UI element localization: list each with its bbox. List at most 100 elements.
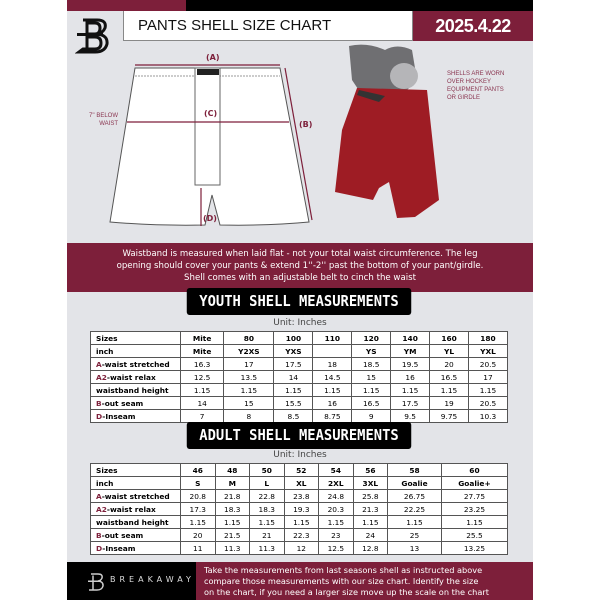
measurement-instructions: Waistband is measured when laid flat - n…: [67, 243, 533, 292]
table-cell: 23.8: [283, 489, 320, 503]
table-cell: 17.5: [390, 396, 431, 410]
table-cell: 54: [318, 463, 354, 477]
table-cell: 1.15: [352, 515, 389, 529]
table-cell: 22.25: [387, 502, 442, 516]
measure-code: A2: [96, 372, 107, 382]
youth-size-table: Sizes Mite 80 100 110 120 140 160 180 inch Mite Y2X…: [90, 331, 509, 423]
table-cell: 19: [429, 396, 469, 410]
table-cell: 46: [180, 463, 216, 477]
table-row: B-out seam 14 15 15.5 16 16.5 17.5 19 20.5: [90, 396, 509, 410]
table-cell: 12.8: [352, 541, 389, 555]
table-cell: 22.3: [283, 528, 320, 542]
table-cell: 17: [223, 357, 275, 371]
table-row: A-waist stretched 20.8 21.8 22.8 23.8 24.8 25.…: [90, 489, 509, 503]
table-cell: 3XL: [352, 476, 389, 490]
table-cell: 80: [223, 331, 275, 345]
measure-name: Sizes: [96, 333, 118, 343]
table-cell: 1.15: [179, 383, 225, 397]
pants-photo: [335, 44, 439, 218]
table-cell: 110: [312, 331, 353, 345]
row-label: waistband height: [90, 515, 181, 529]
pants-diagram: (A) (C) (B) (D) 7'' BELOW WAIST SHELLS A…: [67, 40, 533, 240]
table-cell: 15: [223, 396, 275, 410]
row-label: B-out seam: [90, 528, 181, 542]
footer-line: Take the measurements from last seasons …: [204, 565, 483, 575]
measure-b-line: [284, 67, 313, 221]
table-cell: 10.3: [467, 409, 509, 423]
table-cell: 14: [179, 396, 225, 410]
row-label: D-Inseam: [90, 541, 181, 555]
table-row: A-waist stretched 16.3 17 17.5 18 18.5 19.5 20 2…: [90, 357, 509, 371]
table-cell: XL: [283, 476, 320, 490]
brand-name: BREAKAWAY: [110, 575, 195, 584]
table-cell: 11.3: [249, 541, 285, 555]
table-cell: 21.3: [352, 502, 389, 516]
table-row: inch S M L XL 2XL 3XL Goalie Goalie+: [90, 476, 509, 490]
table-row: B-out seam 20 21.5 21 22.3 23 24 25 25.5: [90, 528, 509, 542]
table-cell: 17: [467, 370, 509, 384]
table-row: Sizes Mite 80 100 110 120 140 160 180: [90, 331, 509, 345]
table-cell: 25.5: [440, 528, 509, 542]
adult-unit: Unit: Inches: [273, 450, 327, 460]
table-cell: L: [249, 476, 285, 490]
measure-name: -out seam: [101, 530, 144, 540]
table-cell: [312, 344, 353, 358]
table-cell: 22.8: [249, 489, 285, 503]
table-cell: S: [180, 476, 216, 490]
table-row: A2-waist relax 17.3 18.3 18.3 19.3 20.3 21.3 22…: [90, 502, 509, 516]
table-cell: YL: [429, 344, 469, 358]
table-cell: 11.3: [214, 541, 251, 555]
note-line: OR GIRDLE: [447, 95, 481, 101]
table-row: waistband height 1.15 1.15 1.15 1.15 1.15 1.15…: [90, 515, 509, 529]
measure-name: inch: [96, 478, 114, 488]
row-label: A-waist stretched: [90, 489, 181, 503]
table-cell: Goalie: [387, 476, 442, 490]
table-cell: 17.3: [180, 502, 216, 516]
table-row: D-Inseam 7 8 8.5 8.75 9 9.5 9.75 10.3: [90, 409, 509, 423]
note-line: WAIST: [99, 121, 118, 127]
table-cell: 8: [223, 409, 275, 423]
table-cell: 18.3: [249, 502, 285, 516]
below-waist-note: 7'' BELOW WAIST: [88, 112, 118, 128]
table-cell: 60: [440, 463, 509, 477]
table-cell: 15: [351, 370, 392, 384]
table-cell: 15.5: [273, 396, 314, 410]
table-cell: 9.75: [429, 409, 469, 423]
youth-unit: Unit: Inches: [273, 318, 327, 328]
table-cell: 1.15: [312, 383, 353, 397]
table-cell: 56: [352, 463, 389, 477]
table-cell: 9.5: [390, 409, 431, 423]
table-cell: 18.3: [214, 502, 251, 516]
instruction-line: opening should cover your pants & extend…: [116, 261, 484, 271]
measure-code: A: [96, 491, 102, 501]
table-row: waistband height 1.15 1.15 1.15 1.15 1.15 1.15…: [90, 383, 509, 397]
table-cell: 1.15: [249, 515, 285, 529]
table-cell: 17.5: [273, 357, 314, 371]
table-cell: 23.25: [440, 502, 509, 516]
measure-name: inch: [96, 346, 114, 356]
table-cell: 19.5: [390, 357, 431, 371]
table-cell: 120: [351, 331, 392, 345]
label-c: (C): [204, 109, 218, 118]
table-row: Sizes 46 48 50 52 54 56 58 60: [90, 463, 509, 477]
table-cell: YS: [351, 344, 392, 358]
row-label: A2-waist relax: [90, 370, 181, 384]
table-cell: 25.8: [352, 489, 389, 503]
top-bar-accent: [67, 0, 186, 11]
footer-logo: [88, 573, 104, 591]
table-cell: YXS: [273, 344, 314, 358]
table-cell: 13.5: [223, 370, 275, 384]
table-cell: 20: [429, 357, 469, 371]
row-label: D-Inseam: [90, 409, 181, 423]
table-cell: 24: [352, 528, 389, 542]
table-cell: 20.8: [180, 489, 216, 503]
footer-brand: BREAKAWAY: [67, 562, 196, 600]
table-cell: 12.5: [179, 370, 225, 384]
table-cell: 16.5: [429, 370, 469, 384]
measure-name: Sizes: [96, 465, 118, 475]
table-cell: 16.3: [179, 357, 225, 371]
footer-line: compare those measurements with our size…: [204, 576, 479, 586]
label-b: (B): [299, 120, 313, 129]
table-cell: 1.15: [318, 515, 354, 529]
table-cell: Mite: [179, 331, 225, 345]
